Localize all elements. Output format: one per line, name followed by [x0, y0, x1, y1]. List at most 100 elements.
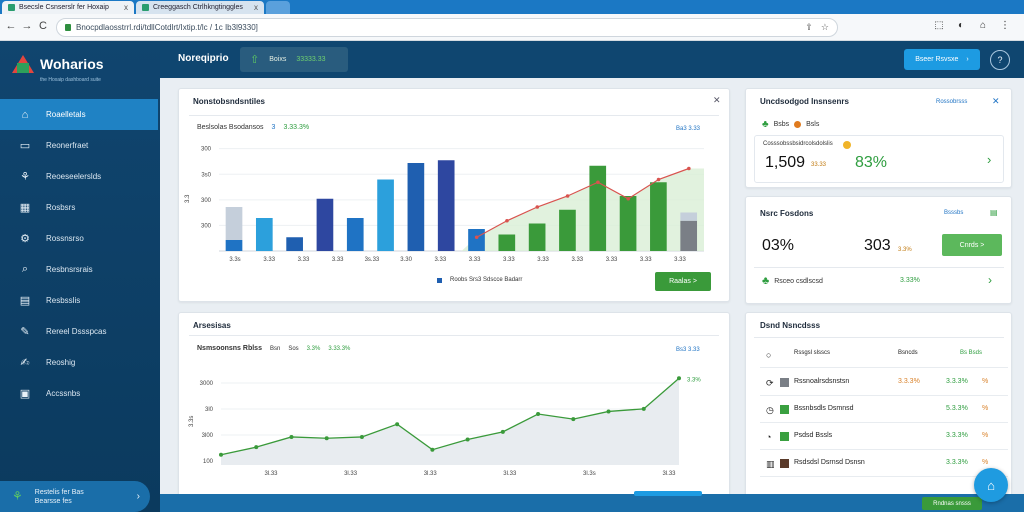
table-cell-col2: 3.3.3% [946, 459, 968, 466]
y-tick-label: 3l00 [202, 433, 214, 439]
line-chart-link[interactable]: Bs3 3.33 [676, 347, 700, 353]
legend-label: Nsmsoonsns Rblss [197, 345, 262, 352]
lock-icon [65, 24, 71, 31]
x-tick-label: 3.33 [469, 257, 481, 263]
menu-kebab-icon[interactable]: ⋮ [1000, 20, 1010, 31]
theme-icon[interactable]: ◐ [957, 20, 965, 31]
series-point [677, 376, 681, 381]
series-point [571, 417, 576, 422]
insights-kpi-2: 83% [855, 154, 888, 171]
forecast-row[interactable]: ♣ Rsceo csdlscsd [762, 275, 823, 287]
sidebar-footer-card[interactable]: ⚘ Restelis fer Bas Bearsse fes › [0, 481, 150, 512]
table-cell-col3: % [982, 432, 989, 439]
x-tick-label: 3l.33 [503, 471, 517, 477]
monitor-icon: ▭ [19, 140, 31, 152]
edit-icon: ✍ [20, 357, 30, 369]
bottom-action-button[interactable]: Rndnas snsss [922, 497, 982, 510]
table-row[interactable]: ◔ Psdsd Bssls 3.3.3%% [760, 423, 1008, 450]
filter-icon[interactable]: ▤ [990, 208, 998, 217]
bar-chart-action-button[interactable]: Raalas > [655, 272, 711, 291]
browser-tab-1[interactable]: Bsecsle Csnserslr fer Hoxaip x [2, 1, 134, 14]
y-tick-label: 100 [203, 459, 214, 465]
sidebar-item-4[interactable]: ▦ Rosbsrs [0, 192, 158, 223]
trend-point [596, 180, 600, 185]
legend-swatch [437, 277, 442, 283]
assistant-fab-button[interactable]: ⌂ [974, 468, 1008, 502]
legend-tag-2: Sos [288, 345, 299, 352]
browser-tab-label: Creeggasch Ctrlhkngtinggles [153, 4, 243, 11]
coin-icon [843, 141, 851, 149]
scroll-indicator[interactable] [634, 491, 702, 496]
x-tick-label: 3.33 [640, 257, 652, 263]
bar-chart-link[interactable]: Ba3 3.33 [676, 126, 701, 132]
chevron-right-icon[interactable]: › [988, 273, 992, 287]
x-tick-label: 3.33 [332, 257, 344, 263]
url-field[interactable]: Bnocpdlaosstrrl.rdi/tdllCotdlrt/Ixtip.t/… [56, 18, 838, 37]
sidebar-item-label: Rossnsrso [46, 234, 84, 243]
insights-link[interactable]: Rossobrsss [936, 99, 968, 105]
close-icon[interactable]: ✕ [992, 96, 1000, 106]
sidebar-item-10[interactable]: ▣ Accssnbs [0, 378, 158, 409]
table-row[interactable]: ◷ Bssnbsdls Dsmnsd 5.3.3%% [760, 396, 1008, 423]
table-cell-col2: 3.3.3% [946, 432, 968, 439]
legend-tag-3: 3.3% [306, 345, 321, 352]
share-icon[interactable]: ⇪ [805, 22, 813, 32]
help-icon[interactable]: ? [990, 50, 1010, 70]
building-icon: ▦ [19, 202, 31, 214]
search-icon: ⌕ [21, 263, 29, 275]
bar [589, 165, 607, 251]
close-icon[interactable]: ✕ [713, 95, 721, 105]
bar [559, 209, 576, 251]
forecast-kpi-1: 03% [762, 237, 795, 254]
sidebar-footer-line2: Bearsse fes [34, 497, 72, 505]
insights-tag-2: Bsls [806, 121, 820, 128]
table-header-col2: Bs Bsds [960, 350, 983, 356]
row-swatch [780, 405, 789, 414]
bar-stack [225, 207, 243, 240]
bar [316, 198, 334, 251]
bar [619, 196, 637, 251]
table-row[interactable]: ▥ Rsdsdsl Dsrnsd Dsnsn 3.3.3%% [760, 450, 1008, 477]
reload-icon[interactable]: C [39, 20, 47, 32]
sidebar-item-5[interactable]: ⚙ Rossnsrso [0, 223, 158, 254]
close-tab-icon[interactable]: x [124, 3, 128, 12]
sidebar-item-2[interactable]: ▭ Reonerfraet [0, 130, 158, 161]
chevron-right-icon[interactable]: › [987, 152, 992, 167]
chevron-right-icon: › [136, 491, 140, 502]
forecast-card: Nsrc Fosdons Bsssbs ▤ 03% 303 3.3% Cnrds… [745, 196, 1012, 304]
clock-icon: ◷ [766, 405, 774, 415]
sidebar-item-8[interactable]: ✎ Rereel Dssspcas [0, 316, 158, 347]
table-row[interactable]: ⟳ Rssnoalrsdsnstsn 3.3.3% 3.3.3%% [760, 369, 1008, 396]
forecast-link[interactable]: Bsssbs [944, 210, 964, 216]
browser-tab-2[interactable]: Creeggasch Ctrlhkngtinggles x [136, 1, 264, 14]
sidebar-item-label: Reoshig [46, 358, 76, 367]
row-swatch [780, 459, 789, 468]
sidebar-item-7[interactable]: ▤ Resbsslis [0, 285, 158, 316]
sidebar-item-3[interactable]: ⚘ Reoeseelerslds [0, 161, 158, 192]
forecast-action-button[interactable]: Cnrds > [942, 234, 1002, 256]
bar [437, 160, 455, 251]
page-title: Noreqiprio [178, 53, 229, 64]
forward-icon[interactable]: → [21, 20, 33, 32]
sidebar-item-6[interactable]: ⌕ Resbnsrsrais [0, 254, 158, 285]
trend-point [656, 177, 661, 182]
data-table-title: Dsnd Nsncdsss [760, 321, 821, 330]
new-tab-button[interactable] [266, 1, 290, 14]
back-icon[interactable]: ← [5, 20, 17, 32]
extension-icon[interactable]: ⬚ [934, 20, 944, 31]
sidebar-item-1[interactable]: ⌂ Roaelletals [0, 99, 158, 130]
table-cell-col1: 3.3.3% [898, 378, 920, 385]
bar-chart: 300 3s0 300 300 3.3 3.3s 3.33 3.33 3.33 3s.33 3.30… [185, 147, 704, 263]
sidebar-item-label: Reoeseelerslds [46, 172, 102, 181]
header-stat-pill[interactable]: ⇧ Boixs 33333.33 [240, 47, 348, 72]
brand-logo[interactable]: Woharios the Hoxaip dashboard suite [12, 53, 104, 83]
header-cta-button[interactable]: Bseer Rsvsxe › [904, 49, 980, 70]
sidebar: Woharios the Hoxaip dashboard suite ⌂ Roa… [0, 41, 160, 512]
sidebar-item-9[interactable]: ✍ Reoshig [0, 347, 158, 378]
bookmark-star-icon[interactable]: ☆ [820, 22, 829, 32]
home-browser-icon[interactable]: ⌂ [979, 20, 987, 31]
x-tick-label: 3l.33 [662, 471, 676, 477]
x-tick-label: 3l.33 [424, 471, 438, 477]
radio-icon[interactable]: ○ [766, 350, 772, 360]
close-tab-icon[interactable]: x [254, 3, 258, 12]
